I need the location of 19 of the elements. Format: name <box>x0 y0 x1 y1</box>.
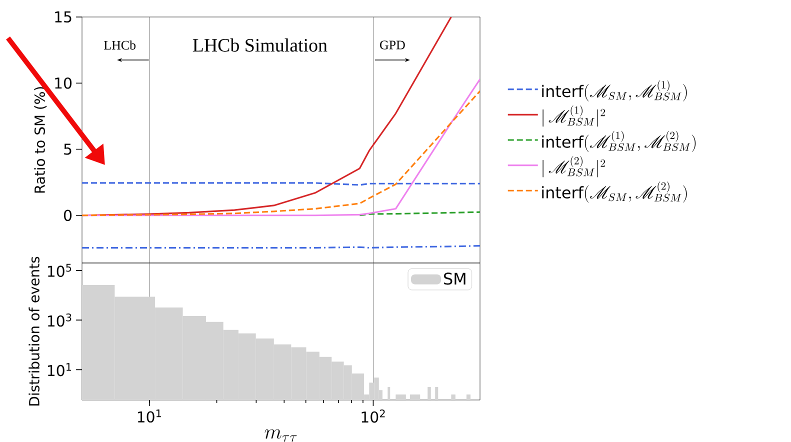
legend-label: $|\,\mathscr{M}^{(2)}_{BSM}|^2$ <box>542 156 605 178</box>
legend-label: $\mathrm{interf}(\mathscr{M}^{(1)}_{BSM}, \mathscr{M}^{(2)}_{BSM})$ <box>542 130 696 152</box>
y-tick-label: 10$^{1}$ <box>48 363 72 376</box>
legend-label: $\mathrm{interf}(\mathscr{M}_{SM}, \mathscr{M}^{(1)}_{BSM})$ <box>542 80 687 102</box>
y-tick-label: 10 <box>55 77 72 89</box>
y-tick-label: 0 <box>64 210 72 222</box>
annotation: LHCb <box>104 40 136 50</box>
legend-label: SM <box>444 272 466 285</box>
annotation: GPD <box>380 40 405 50</box>
annotation: LHCb Simulation <box>192 38 328 52</box>
y-tick-label: 15 <box>55 11 72 23</box>
y-axis-title: Distribution of events <box>28 256 40 406</box>
x-tick-label: 10$^{2}$ <box>362 410 385 423</box>
y-tick-label: 5 <box>64 144 72 155</box>
y-tick-label: 10$^{3}$ <box>48 313 72 327</box>
y-tick-label: 10$^{5}$ <box>48 264 72 277</box>
x-axis-title: $m_{\tau\tau}$ <box>264 429 297 442</box>
legend-label: $\mathrm{interf}(\mathscr{M}_{SM}, \mathscr{M}^{(2)}_{BSM})$ <box>542 181 687 203</box>
legend-label: $|\,\mathscr{M}^{(1)}_{BSM}|^2$ <box>542 106 605 127</box>
